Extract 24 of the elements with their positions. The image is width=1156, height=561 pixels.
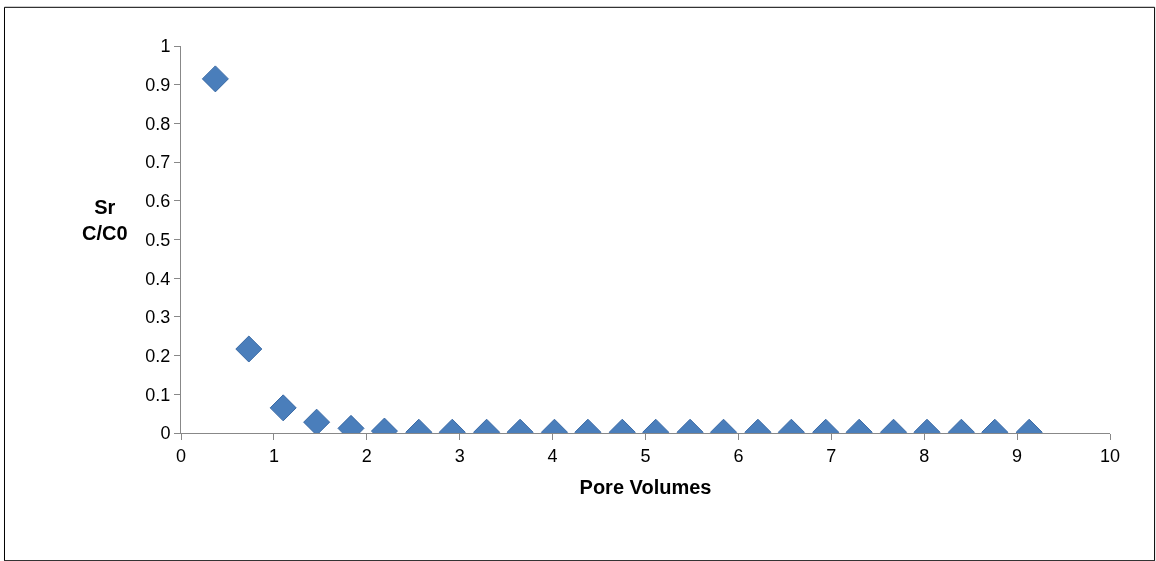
y-tick-label: 0.8 [145,113,171,134]
y-tick-label: 0.9 [145,75,171,95]
y-axis-title: Sr C/C0 [82,196,128,244]
y-tick-label: 0.6 [145,191,171,212]
y-tick-label: 0.1 [145,384,171,405]
x-tick-label: 1 [268,445,279,466]
x-tick-label: 5 [640,445,651,466]
x-tick-label: 8 [919,445,930,466]
x-tick-label: 10 [1099,445,1121,466]
x-axis-title: Pore Volumes [579,476,712,499]
x-tick-label: 9 [1012,445,1023,466]
y-tick-label: 0.4 [145,268,171,289]
x-tick-label: 6 [733,445,744,466]
y-tick-label: 0 [160,423,171,444]
x-tick-label: 3 [454,445,465,466]
x-tick-label: 2 [361,445,372,466]
y-tick-label: 0.2 [145,345,171,366]
y-tick-label: 0.5 [145,229,171,250]
y-tick-label: 0.7 [145,152,171,173]
x-tick-label: 4 [547,445,558,466]
x-tick-label: 7 [826,445,837,466]
y-tick-label: 0.3 [145,307,171,328]
x-tick-label: 0 [175,445,187,466]
y-tick-label: 1 [160,36,171,57]
